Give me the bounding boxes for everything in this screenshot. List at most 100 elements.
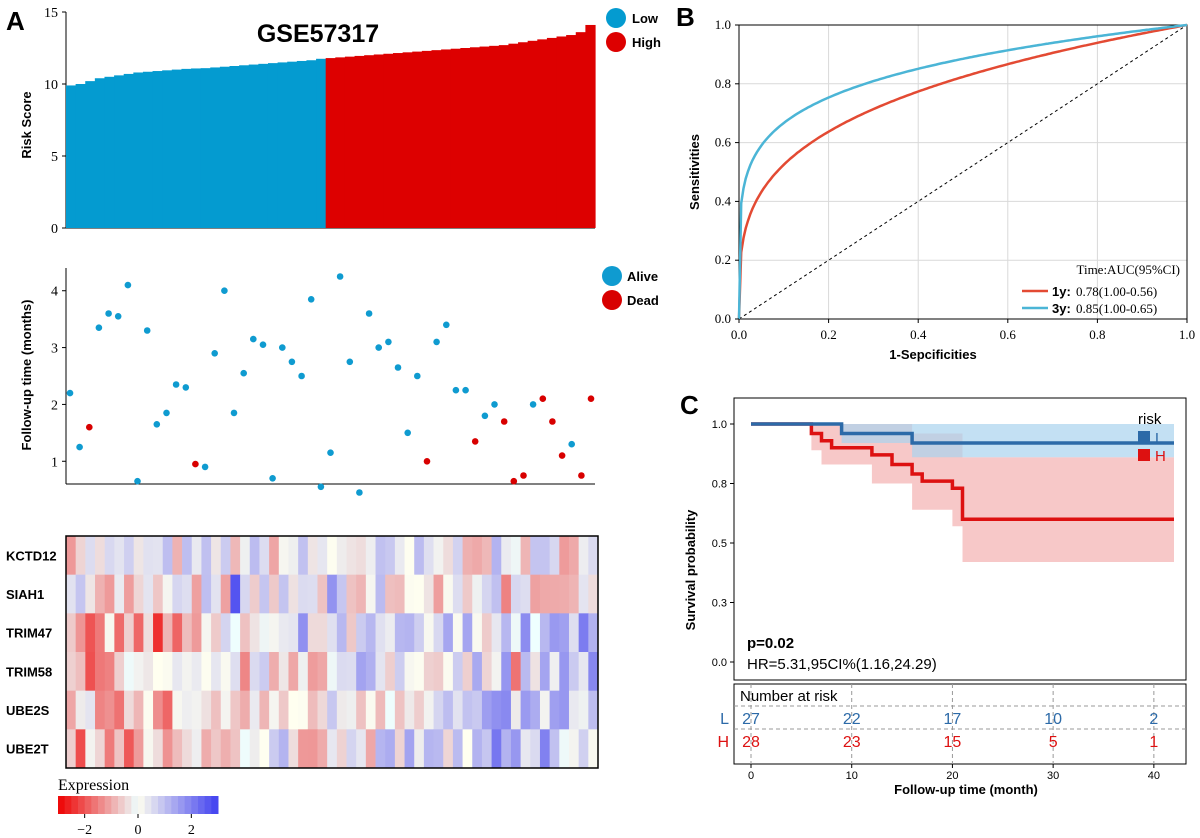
- risk-table-count-high: 1: [1149, 734, 1158, 751]
- heatmap-cell: [278, 613, 289, 653]
- heatmap-cell: [472, 613, 483, 653]
- heatmap-cell: [365, 652, 376, 692]
- heatmap-cell: [114, 574, 125, 614]
- heatmap-cell: [462, 574, 473, 614]
- risk-table-count-low: 2: [1149, 711, 1158, 728]
- heatmap-cell: [75, 690, 86, 730]
- heatmap-cell: [249, 613, 260, 653]
- heatmap-scale-swatch: [198, 796, 206, 814]
- follow-up-point-alive: [114, 313, 122, 320]
- heatmap-cell: [133, 613, 144, 653]
- risk-y-label: Risk Score: [19, 91, 34, 158]
- heatmap-cell: [530, 574, 541, 614]
- heatmap-cell: [240, 690, 251, 730]
- heatmap-cell: [307, 690, 318, 730]
- km-frame: [733, 397, 1187, 681]
- heatmap-cell: [559, 690, 570, 730]
- heatmap-cell: [278, 729, 289, 769]
- heatmap-cell: [385, 613, 396, 653]
- risk-table-count-high: 23: [843, 734, 861, 751]
- heatmap-scale-swatch: [171, 796, 179, 814]
- heatmap-cell: [356, 729, 367, 769]
- risk-table-title: Number at risk: [740, 688, 838, 705]
- heatmap-cell: [443, 613, 454, 653]
- heatmap-cell: [394, 690, 405, 730]
- risk-y-tick-label: 0: [51, 222, 58, 237]
- heatmap-cell: [124, 690, 135, 730]
- risk-bar-high: [508, 43, 519, 229]
- heatmap-cell: [114, 613, 125, 653]
- heatmap-cell: [240, 729, 251, 769]
- heatmap-cell: [182, 536, 193, 576]
- heatmap-cell: [443, 652, 454, 692]
- follow-up-point-alive: [317, 483, 325, 491]
- km-y-tick-label: 0.0: [712, 657, 727, 669]
- heatmap-cell: [75, 613, 86, 653]
- heatmap-cell: [85, 613, 96, 653]
- heatmap-cell: [501, 574, 512, 614]
- follow-up-point-alive: [433, 338, 440, 346]
- heatmap-cell: [153, 690, 164, 730]
- heatmap-cell: [317, 652, 328, 692]
- heatmap-cell: [336, 690, 347, 730]
- heatmap-cell: [211, 729, 222, 769]
- heatmap-cell: [346, 613, 357, 653]
- heatmap-cell: [66, 652, 77, 692]
- km-y-tick-label: 1.0: [712, 419, 727, 431]
- heatmap-cell: [365, 729, 376, 769]
- heatmap-gene-label: UBE2S: [6, 703, 50, 718]
- heatmap-cell: [162, 574, 173, 614]
- risk-table-row-label-low: L: [720, 711, 729, 728]
- roc-x-ticks: 0.0 0.2 0.4 0.6 0.8 1.0: [731, 319, 1195, 342]
- heatmap-cell: [481, 574, 492, 614]
- follow-up-point-alive: [298, 372, 305, 380]
- heatmap-cell: [404, 536, 415, 576]
- heatmap-cell: [172, 574, 183, 614]
- heatmap-cell: [346, 536, 357, 576]
- heatmap-cell: [510, 652, 522, 692]
- heatmap-cell: [327, 574, 338, 614]
- follow-up-point-alive: [163, 409, 170, 417]
- risk-bar-low: [66, 85, 77, 228]
- heatmap-legend-title: Expression: [58, 777, 129, 794]
- heatmap-cell: [191, 652, 202, 692]
- roc-x-tick-label: 0.2: [820, 327, 836, 342]
- heatmap-cell: [472, 729, 483, 769]
- risk-bar-high: [393, 53, 404, 228]
- roc-curves: [737, 23, 1188, 320]
- heatmap-gene-label: TRIM58: [6, 664, 52, 679]
- km-curve-high: [751, 422, 1174, 521]
- heatmap-cell: [66, 574, 77, 614]
- heatmap-cell: [327, 729, 338, 769]
- heatmap-cell: [278, 652, 289, 692]
- heatmap-cell: [307, 652, 318, 692]
- heatmap-cell: [375, 574, 386, 614]
- km-hr-text: HR=5.31,95CI%(1.16,24.29): [747, 656, 937, 673]
- risk-table-counts: 27 22 17 10 2 28 23 15 5 1: [742, 711, 1158, 751]
- heatmap-cell: [240, 652, 251, 692]
- heatmap-cell: [249, 652, 260, 692]
- km-legend-title: risk: [1138, 411, 1162, 428]
- heatmap-cell: [211, 652, 222, 692]
- risk-bar-high: [412, 51, 423, 228]
- heatmap-cell: [404, 729, 415, 769]
- risk-y-tick-label: 15: [44, 6, 58, 21]
- heatmap-cell: [259, 729, 270, 769]
- heatmap-cell: [288, 574, 299, 614]
- risk-bar-high: [556, 36, 567, 229]
- heatmap-scale-swatch: [204, 796, 212, 814]
- heatmap-cell: [394, 574, 405, 614]
- heatmap-cell: [491, 690, 502, 730]
- heatmap-cell: [133, 729, 144, 769]
- legend-alive-label: Alive: [627, 269, 658, 284]
- roc-x-tick-label: 0.8: [1089, 327, 1105, 342]
- heatmap-cell: [404, 574, 415, 614]
- heatmap-cell: [568, 574, 580, 614]
- follow-up-point-alive: [105, 310, 112, 317]
- risk-bar-low: [316, 58, 327, 228]
- heatmap-cell: [191, 690, 202, 730]
- roc-chart: 0.0 0.2 0.4 0.6 0.8 1.0 0.0 0.2 0.4 0.6 0.8 1.0 1-…: [687, 17, 1195, 362]
- heatmap-gene-labels: KCTD12 SIAH1 TRIM47 TRIM58 UBE2S UBE2T: [6, 548, 57, 756]
- heatmap-cell: [462, 729, 473, 769]
- risk-bar-low: [287, 61, 298, 229]
